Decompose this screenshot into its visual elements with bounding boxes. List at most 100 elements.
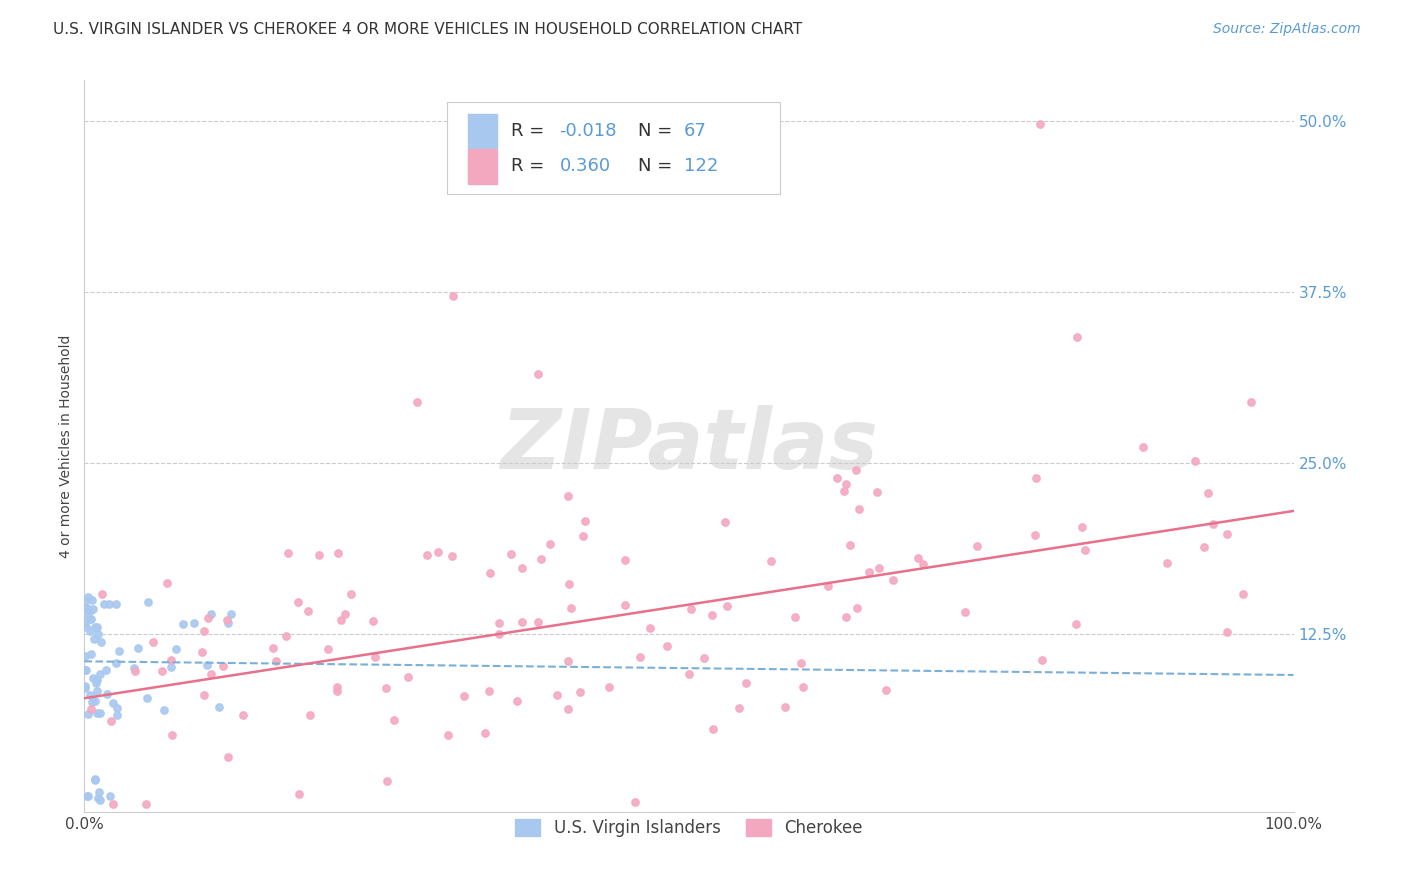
Point [568, 684, 591, 698]
Point [953, 605, 976, 619]
Text: R =: R = [512, 122, 550, 140]
Point [911, 557, 934, 571]
Point [83, 772, 105, 787]
Point [138, 595, 160, 609]
Point [761, 554, 783, 568]
Point [93, 597, 115, 611]
Point [105, 707, 128, 722]
Point [907, 551, 929, 566]
Point [217, 613, 239, 627]
Point [232, 708, 254, 723]
Point [866, 485, 889, 500]
Point [546, 688, 568, 702]
Point [89, 785, 111, 799]
Point [83, 632, 105, 647]
Point [530, 552, 553, 566]
Text: R =: R = [512, 158, 550, 176]
Point [86, 673, 108, 687]
Point [628, 649, 651, 664]
Point [86, 706, 108, 720]
Point [77, 590, 100, 604]
Point [558, 577, 581, 591]
Point [287, 595, 309, 609]
Point [80, 612, 103, 626]
Text: 67: 67 [685, 122, 707, 140]
Point [572, 529, 595, 543]
Point [557, 490, 579, 504]
Point [200, 666, 222, 681]
Point [264, 654, 287, 668]
Point [217, 750, 239, 764]
Point [479, 566, 502, 580]
Point [86, 684, 108, 698]
Point [440, 549, 463, 563]
Point [825, 471, 848, 485]
Point [90, 635, 112, 649]
Point [427, 544, 450, 558]
Point [789, 657, 811, 671]
Point [374, 681, 396, 695]
Point [538, 536, 561, 550]
Point [598, 680, 620, 694]
Point [406, 394, 429, 409]
Point [702, 722, 724, 736]
Point [1025, 471, 1047, 485]
Point [882, 573, 904, 587]
Point [73, 681, 96, 696]
Point [79, 612, 101, 626]
Point [326, 545, 349, 559]
Point [86, 791, 108, 805]
Point [82, 671, 104, 685]
Point [172, 616, 194, 631]
Point [727, 701, 749, 715]
Point [1201, 517, 1223, 532]
Point [73, 679, 96, 693]
Point [122, 661, 145, 675]
Point [76, 601, 98, 615]
Point [702, 607, 724, 622]
Point [288, 788, 311, 802]
Point [277, 546, 299, 560]
Point [1184, 454, 1206, 468]
Point [848, 502, 870, 516]
Point [212, 658, 235, 673]
Point [96, 687, 118, 701]
Point [505, 694, 527, 708]
Text: N =: N = [638, 122, 678, 140]
Point [333, 607, 356, 622]
Point [396, 671, 419, 685]
Point [1028, 117, 1050, 131]
Point [195, 657, 218, 672]
Point [150, 664, 173, 678]
Point [83, 620, 105, 634]
Point [276, 629, 298, 643]
Point [832, 484, 855, 499]
Point [1024, 528, 1046, 542]
Point [193, 624, 215, 638]
FancyBboxPatch shape [447, 103, 780, 194]
Text: 122: 122 [685, 158, 718, 176]
Point [80, 701, 103, 715]
Point [75, 663, 97, 677]
Point [678, 667, 700, 681]
Point [437, 728, 460, 742]
Text: 0.360: 0.360 [560, 158, 610, 176]
Point [75, 607, 97, 621]
Point [792, 680, 814, 694]
Point [526, 615, 548, 629]
Point [1216, 624, 1239, 639]
Point [875, 683, 897, 698]
Point [219, 607, 242, 622]
Text: U.S. VIRGIN ISLANDER VS CHEROKEE 4 OR MORE VEHICLES IN HOUSEHOLD CORRELATION CHA: U.S. VIRGIN ISLANDER VS CHEROKEE 4 OR MO… [53, 22, 803, 37]
Point [693, 650, 716, 665]
Point [76, 789, 98, 804]
Point [98, 597, 121, 611]
Point [1232, 587, 1254, 601]
Point [640, 621, 662, 635]
Point [87, 627, 110, 641]
Point [361, 614, 384, 628]
Point [165, 641, 187, 656]
Point [82, 602, 104, 616]
Point [785, 609, 807, 624]
Point [846, 601, 869, 615]
